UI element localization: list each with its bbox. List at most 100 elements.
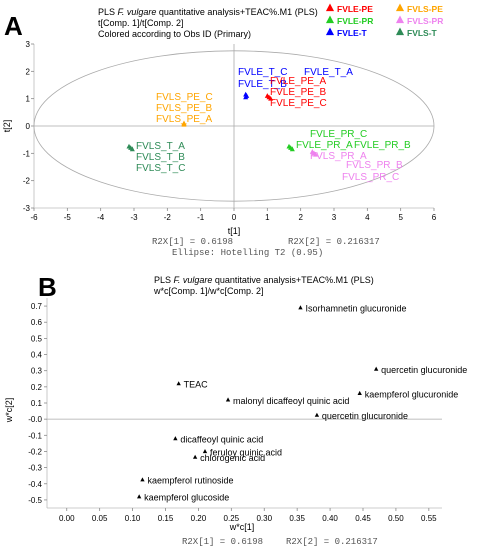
- panel-a-x-tick-label: 3: [332, 213, 337, 222]
- panel-b-y-tick-label: 0.7: [31, 302, 43, 311]
- panel-a-x-tick-label: -3: [130, 213, 138, 222]
- panel-b-x-tick-label: 0.25: [224, 514, 240, 523]
- legend-label-fvls-pr: FVLS-PR: [407, 16, 443, 26]
- panel-a-label: A: [4, 11, 23, 41]
- panel-a-ellipse-note: Ellipse: Hotelling T2 (0.95): [172, 248, 323, 258]
- panel-b-title-suffix: quantitative analysis+TEAC%.M1 (PLS): [212, 275, 373, 285]
- label-fvle_t_c: FVLE_T_C: [238, 67, 287, 78]
- hotelling-ellipse: [33, 50, 435, 202]
- panel-a-x-tick-label: 1: [265, 213, 270, 222]
- panel-b-y-tick-label: 0.6: [31, 318, 43, 327]
- panel-a-subtitle: t[Comp. 1]/t[Comp. 2]: [98, 18, 184, 28]
- legend-marker-fvle-t: [325, 27, 335, 36]
- panel-b-y-tick-label: -0.5: [28, 496, 42, 505]
- legend-label-fvls-pe: FVLS-PE: [407, 4, 443, 14]
- loading-point: [192, 454, 198, 459]
- panel-b-y-tick-label: 0.2: [31, 383, 43, 392]
- label-fvle_pr_b: FVLE_PR_B: [354, 140, 411, 151]
- label-fvle_pr_c: FVLE_PR_C: [310, 129, 367, 140]
- panel-b-r2x2: R2X[2] = 0.216317: [286, 537, 378, 547]
- panel-a-axes: -6 -5 -4 -3 -2 -1 0 1 2 3 4 5 6 3 2 1 0 -1 -2 -3: [23, 40, 437, 222]
- loading-point: [225, 397, 231, 402]
- loading-label: kaempferol glucoside: [144, 493, 229, 503]
- legend-label-fvls-t: FVLS-T: [407, 28, 438, 38]
- label-fvle_t_a: FVLE_T_A: [304, 67, 353, 78]
- panel-b-x-tick-label: 0.50: [388, 514, 404, 523]
- panel-a-legend: FVLE-PE FVLS-PE FVLE-PR FVLS-PR FVLE-T FVLS-T: [325, 3, 443, 38]
- point-fvle_t_a: [243, 94, 249, 100]
- label-fvls_t_a: FVLS_T_A: [136, 141, 185, 152]
- panel-a-y-tick-label: 0: [26, 122, 31, 131]
- panel-a-r2x1: R2X[1] = 0.6198: [152, 237, 233, 247]
- panel-a-x-tick-label: 5: [398, 213, 403, 222]
- point-fvls_pe_a: [181, 120, 187, 126]
- panel-b-y-tick-label: -0.1: [28, 431, 42, 440]
- loading-point: [176, 381, 181, 386]
- panel-b-xlabel: w*c[1]: [229, 522, 255, 532]
- panel-a-y-tick-label: 1: [26, 95, 31, 104]
- panel-b-x-tick-label: 0.45: [355, 514, 371, 523]
- label-fvle_pe_c: FVLE_PE_C: [270, 98, 327, 109]
- panel-a-y-tick-label: -2: [23, 177, 31, 186]
- label-fvls_t_c: FVLS_T_C: [136, 163, 185, 174]
- panel-a-y-tick-label: -3: [23, 204, 31, 213]
- panel-b-x-tick-label: 0.20: [191, 514, 207, 523]
- loading-label: malonyl dicaffeoyl quinic acid: [233, 396, 349, 406]
- loading-point: [137, 494, 142, 499]
- panel-a-x-tick-label: 4: [365, 213, 370, 222]
- loading-label: kaempferol glucuronide: [365, 389, 459, 399]
- label-fvle_pr_a: FVLE_PR_A: [296, 140, 353, 151]
- label-fvls_pe_a: FVLS_PE_A: [156, 114, 212, 125]
- panel-a-ylabel: t[2]: [2, 120, 12, 133]
- panel-a-x-tick-label: -2: [164, 213, 172, 222]
- panel-b-y-tick-label: -0.4: [28, 480, 42, 489]
- legend-marker-fvls-pr: [395, 15, 405, 24]
- panel-b-x-tick-label: 0.40: [322, 514, 338, 523]
- panel-a-x-tick-label: -1: [197, 213, 205, 222]
- panel-b-x-tick-label: 0.10: [125, 514, 141, 523]
- loading-label: quercetin glucuronide: [381, 365, 467, 375]
- loading-point: [140, 477, 145, 482]
- legend-marker-fvle-pe: [325, 3, 335, 12]
- loading-point: [357, 390, 362, 395]
- point-fvls_pr_c: [313, 151, 319, 157]
- panel-a-x-tick-label: -5: [64, 213, 72, 222]
- panel-a-x-tick-label: -6: [30, 213, 38, 222]
- panel-b-y-tick-label: 0.4: [31, 351, 43, 360]
- panel-b: B PLS F. vulgare quantitative analysis+T…: [4, 272, 467, 547]
- legend-label-fvle-pe: FVLE-PE: [337, 4, 373, 14]
- panel-b-x-tick-label: 0.05: [92, 514, 108, 523]
- legend-label-fvle-pr: FVLE-PR: [337, 16, 373, 26]
- panel-b-y-tick-label: 0.5: [31, 334, 43, 343]
- loading-label: quercetin glucuronide: [322, 411, 408, 421]
- panel-a-xlabel: t[1]: [228, 226, 241, 236]
- panel-a-y-tick-label: 2: [26, 67, 31, 76]
- label-fvls_t_b: FVLS_T_B: [136, 152, 185, 163]
- point-fvle_pr_b: [289, 146, 295, 152]
- panel-a-title: PLS F. vulgare quantitative analysis+TEA…: [98, 7, 318, 17]
- panel-a: A PLS F. vulgare quantitative analysis+T…: [2, 3, 443, 258]
- panel-b-title: PLS F. vulgare quantitative analysis+TEA…: [154, 275, 374, 285]
- panel-a-x-tick-label: 0: [232, 213, 237, 222]
- panel-b-y-tick-label: -0.0: [28, 415, 42, 424]
- panel-b-plot-area: [47, 298, 442, 508]
- loading-label: dicaffeoyl quinic acid: [180, 435, 263, 445]
- loading-point: [173, 436, 178, 441]
- loading-label: TEAC: [184, 380, 209, 390]
- panel-a-y-tick-label: 3: [26, 40, 31, 49]
- panel-a-r2x2: R2X[2] = 0.216317: [288, 237, 380, 247]
- label-fvls_pr_a: FVLS_PR_A: [310, 151, 367, 162]
- panel-a-title-prefix: PLS: [98, 7, 118, 17]
- panel-a-title-species: F. vulgare: [118, 7, 157, 17]
- panel-a-x-tick-label: -4: [97, 213, 105, 222]
- label-fvle_t_b: FVLE_T_B: [238, 79, 287, 90]
- panel-b-axes: 0.00 0.05 0.10 0.15 0.20 0.25 0.30 0.35 0.40 0.45…: [28, 298, 442, 523]
- label-fvls_pr_c: FVLS_PR_C: [342, 172, 399, 183]
- label-fvls_pe_b: FVLS_PE_B: [156, 103, 212, 114]
- panel-b-x-tick-label: 0.00: [59, 514, 75, 523]
- loading-point: [298, 305, 303, 310]
- panel-b-x-tick-label: 0.30: [256, 514, 272, 523]
- panel-b-r2x1: R2X[1] = 0.6198: [182, 537, 263, 547]
- loading-label: chlorogenic acid: [200, 453, 265, 463]
